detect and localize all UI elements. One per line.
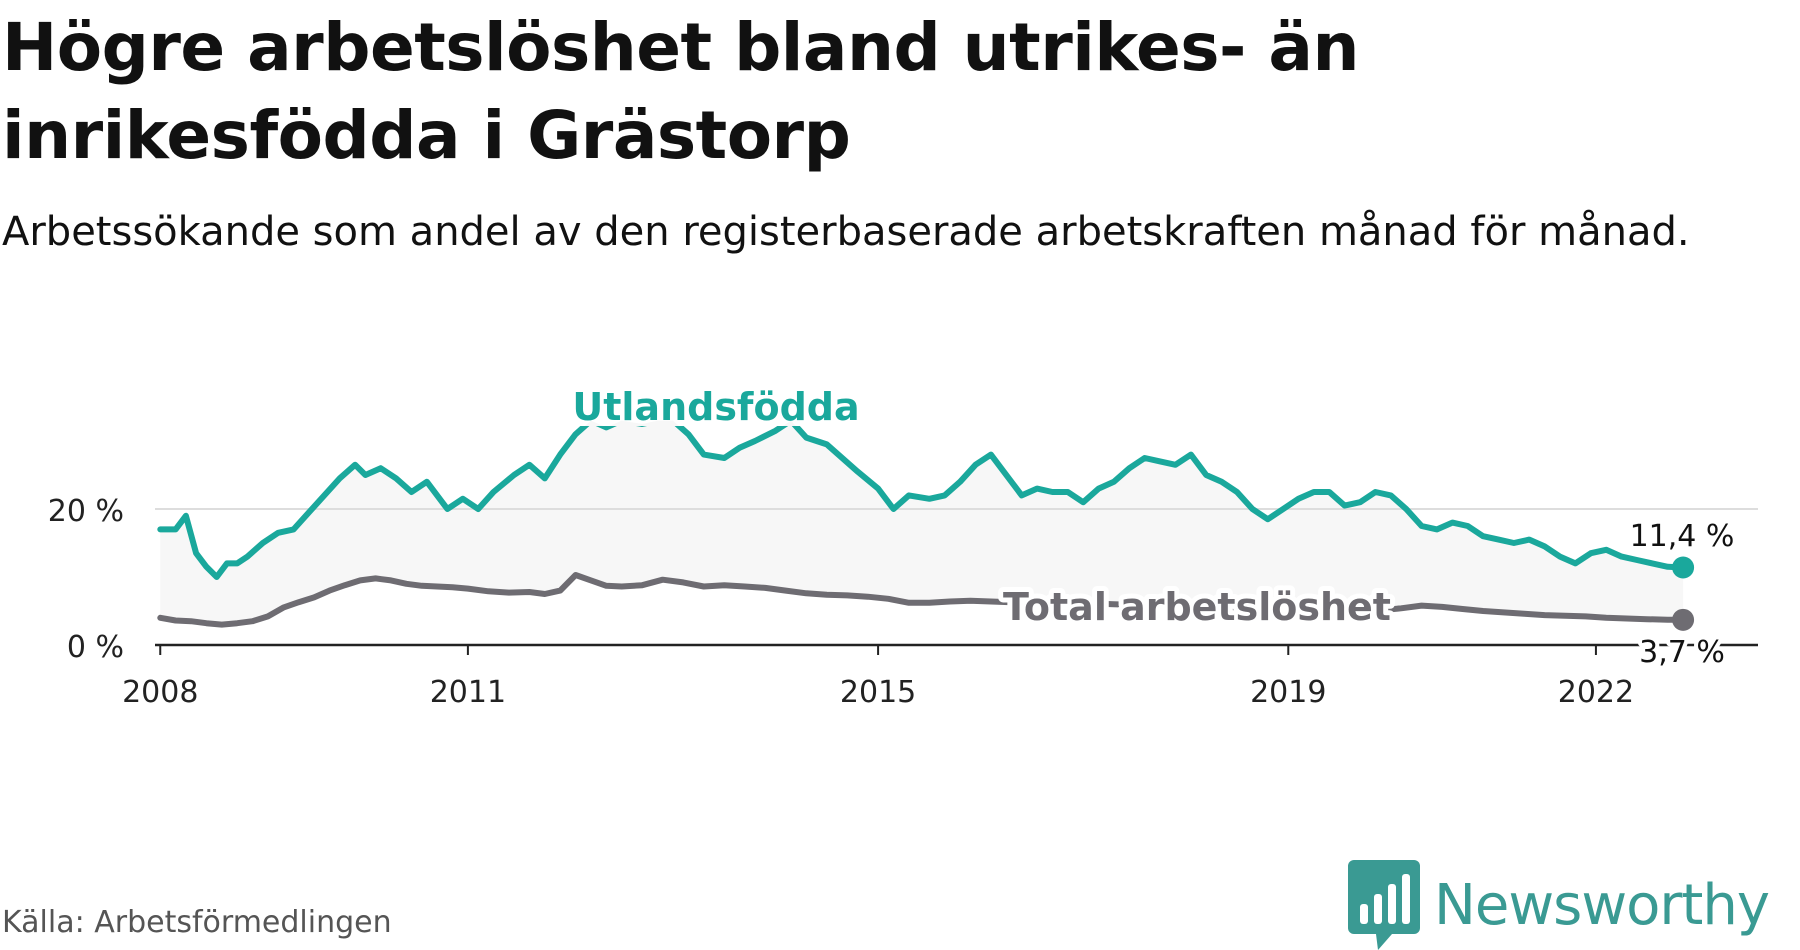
newsworthy-logo-icon bbox=[1348, 860, 1420, 950]
x-tick-label: 2019 bbox=[1250, 675, 1326, 710]
series-line-utlandsfodda bbox=[157, 426, 1687, 580]
chart-title: Högre arbetslöshet bland utrikes- än inr… bbox=[2, 9, 1359, 174]
end-value-halo: 11,4 % bbox=[1630, 519, 1735, 554]
end-value-utlandsfodda: 11,4 % bbox=[1630, 519, 1735, 554]
x-tick-label: 2011 bbox=[430, 675, 506, 710]
series-label-total-halo: Total arbetslöshet bbox=[1003, 585, 1391, 629]
y-tick-label: 0 % bbox=[67, 630, 124, 665]
end-value-halo: 3,7 % bbox=[1639, 635, 1725, 670]
series-label-utlandsfodda: Utlandsfödda bbox=[572, 385, 859, 429]
x-tick-label: 2008 bbox=[122, 675, 198, 710]
series-label-total: Total arbetslöshet bbox=[1003, 585, 1391, 629]
end-dot-utlandsfodda bbox=[1672, 556, 1695, 579]
brand-name: Newsworthy bbox=[1434, 872, 1770, 938]
source-note: Källa: Arbetsförmedlingen bbox=[2, 905, 392, 940]
y-tick-label: 20 % bbox=[48, 494, 124, 529]
brand-logo: Newsworthy bbox=[1348, 860, 1770, 950]
series-line-total bbox=[157, 572, 1687, 628]
end-dot-total bbox=[1672, 608, 1695, 631]
x-tick-label: 2022 bbox=[1558, 675, 1634, 710]
x-tick-label: 2015 bbox=[840, 675, 916, 710]
chart-subtitle: Arbetssökande som andel av den registerb… bbox=[2, 209, 1690, 255]
end-value-total: 3,7 % bbox=[1639, 635, 1725, 670]
range-band bbox=[160, 420, 1684, 625]
